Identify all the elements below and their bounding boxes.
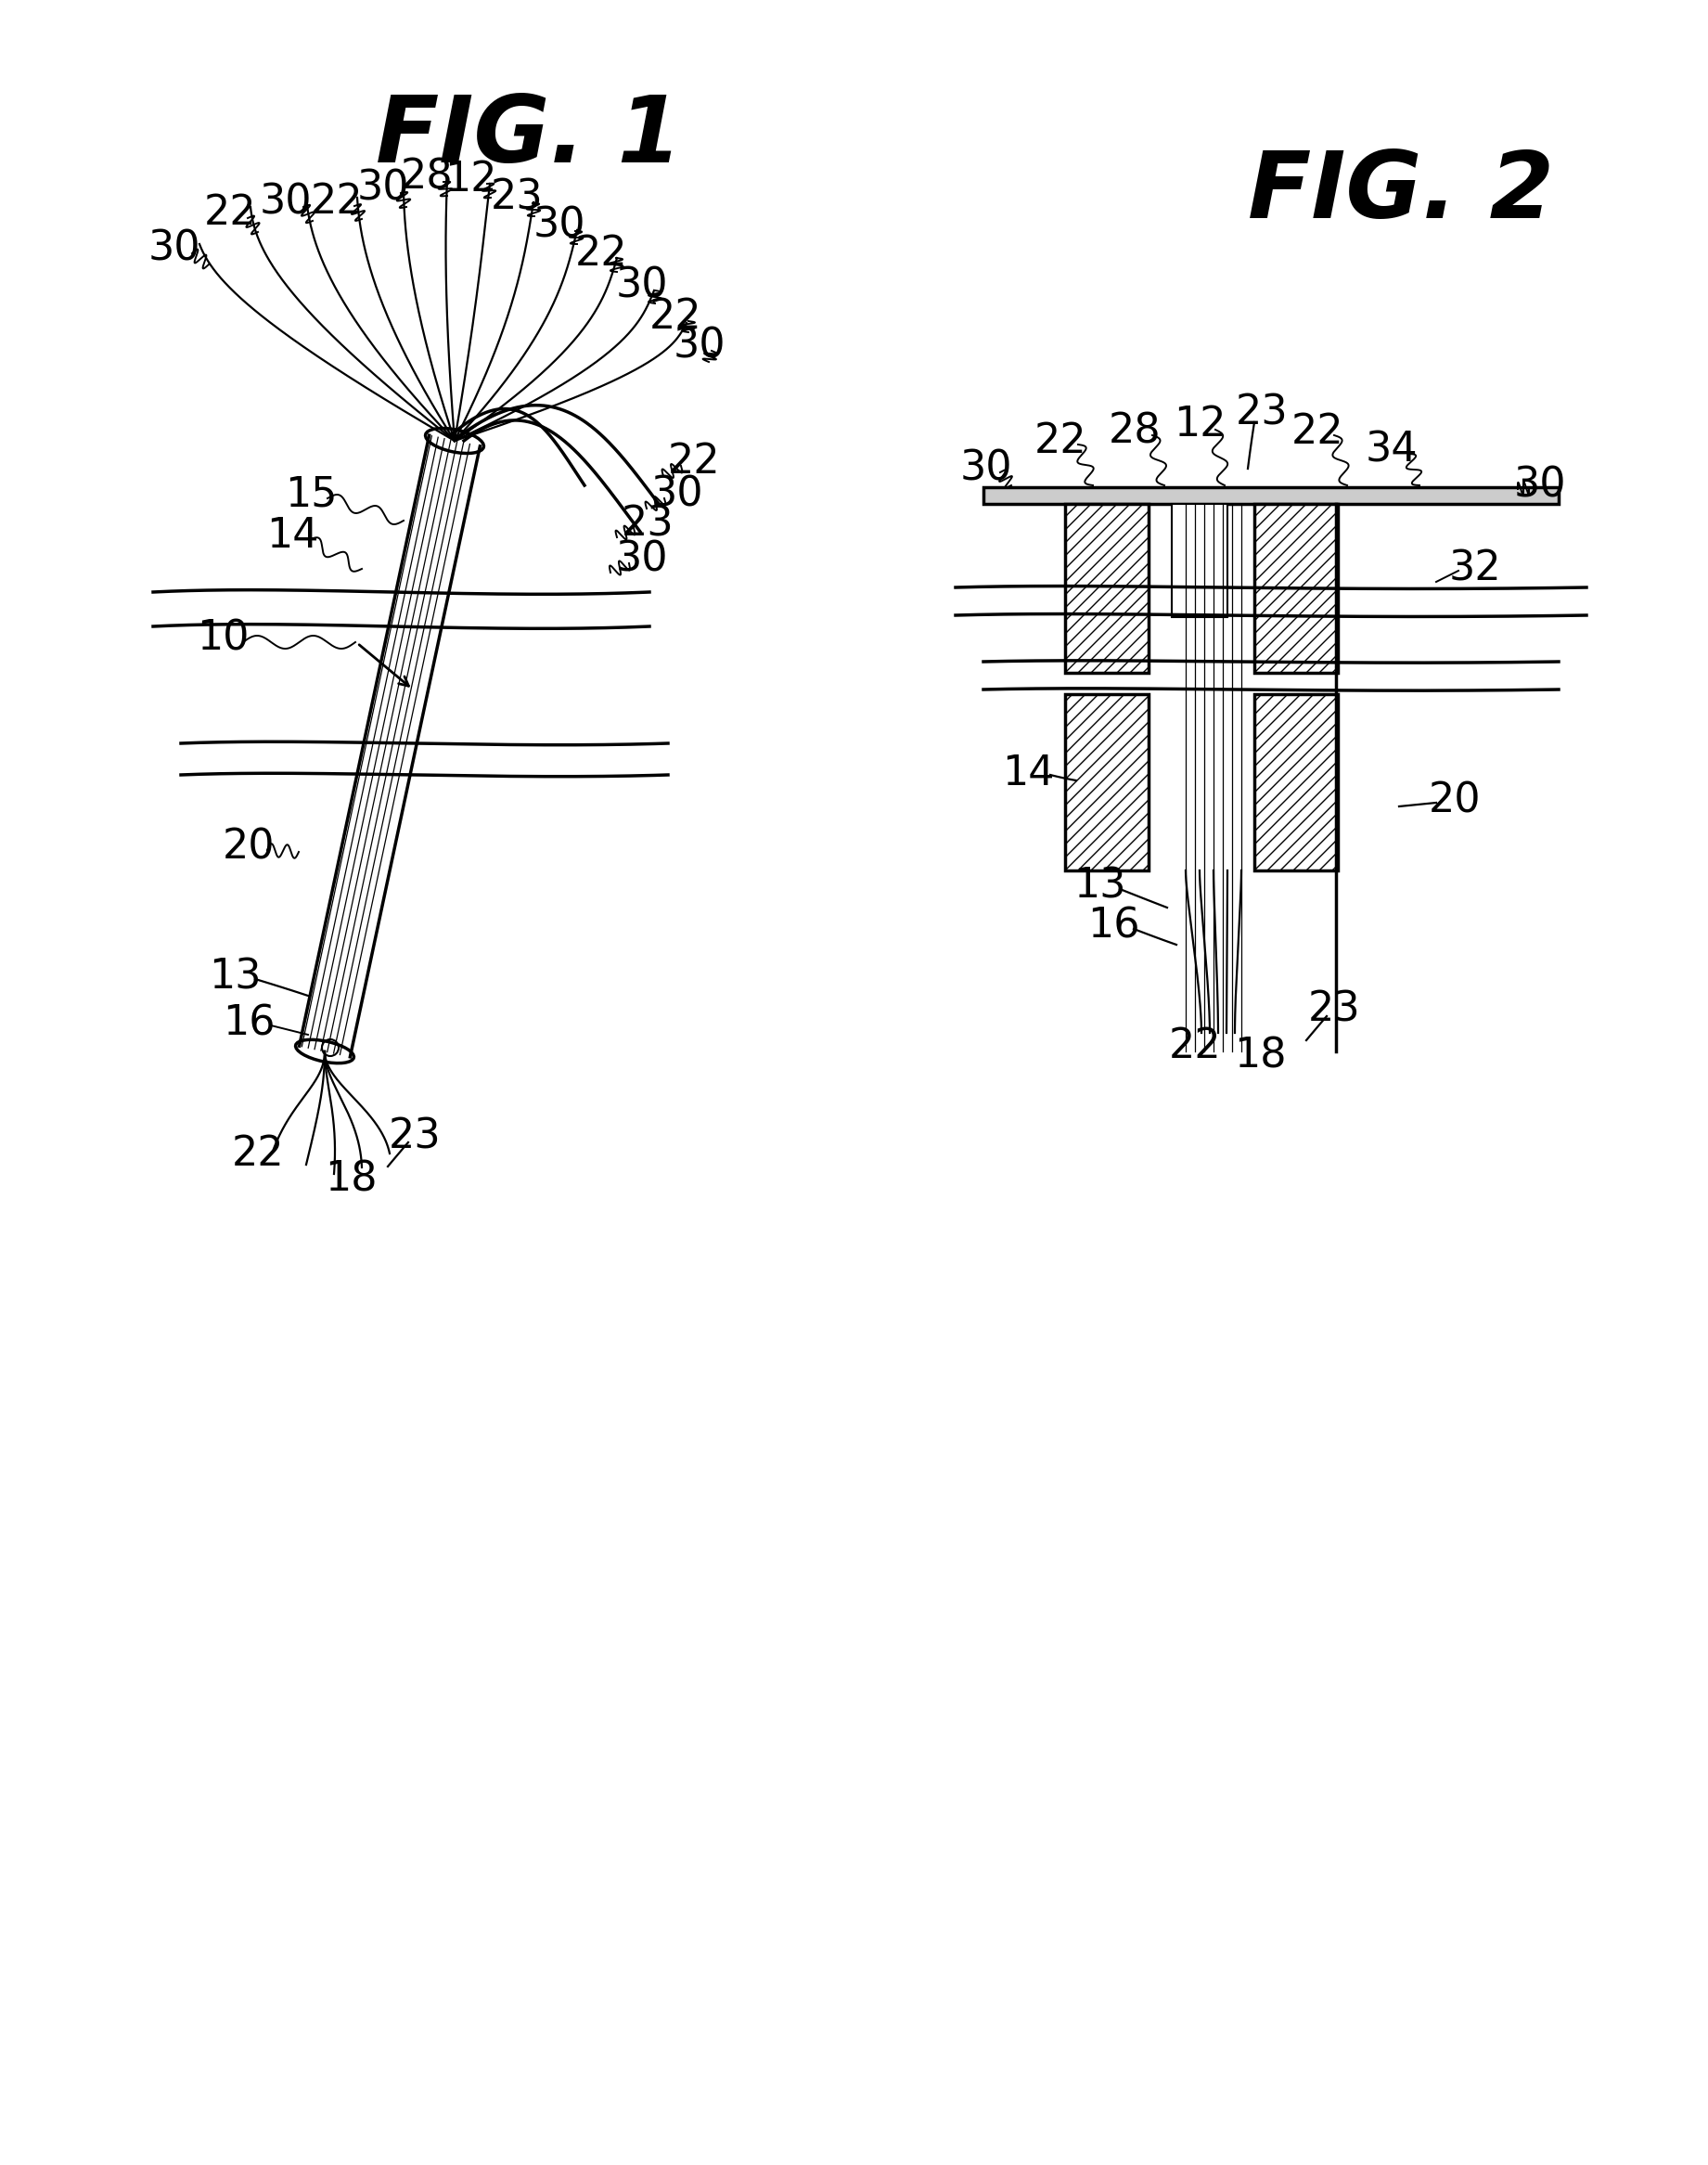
Text: 34: 34 [1365,431,1418,470]
Text: 30: 30 [533,206,586,245]
Text: 10: 10 [196,619,249,658]
Text: 20: 20 [222,827,275,868]
Text: 30: 30 [617,266,668,305]
Text: 12: 12 [444,160,497,199]
Text: 30: 30 [673,327,726,366]
Text: 30: 30 [617,539,668,580]
Text: 20: 20 [1428,782,1481,821]
Bar [1254,695,1337,870]
Text: 23: 23 [490,178,543,219]
Text: 22: 22 [576,234,627,273]
Bar [1066,504,1148,673]
Text: 16: 16 [1086,907,1139,946]
Text: 13: 13 [1073,866,1126,907]
Bar [984,487,1559,504]
Text: 23: 23 [622,504,675,543]
Text: 22: 22 [668,442,721,483]
Text: 22: 22 [1168,1026,1221,1067]
Text: 30: 30 [149,229,200,268]
Text: 12: 12 [1173,405,1226,446]
Text: 28: 28 [1108,411,1161,452]
Text: 22: 22 [203,193,256,234]
Text: 28: 28 [400,158,453,197]
Text: 23: 23 [1308,989,1361,1031]
Text: FIG. 1: FIG. 1 [376,93,681,182]
Bar [1066,695,1148,870]
Text: 18: 18 [1233,1037,1286,1076]
Text: FIG. 2: FIG. 2 [1249,147,1554,238]
Text: 13: 13 [208,957,261,998]
Text: 30: 30 [260,182,313,223]
Text: 22: 22 [311,182,364,221]
Text: 14: 14 [1003,753,1054,792]
Bar [1254,504,1337,673]
Text: 32: 32 [1448,550,1501,589]
Text: 18: 18 [325,1160,377,1199]
Text: 14: 14 [266,517,318,556]
Text: 22: 22 [649,297,702,336]
Bar [1172,504,1228,617]
Text: 22: 22 [1291,411,1344,452]
Text: 30: 30 [357,169,410,208]
Text: 15: 15 [285,474,336,515]
Text: 23: 23 [388,1117,441,1156]
Text: 30: 30 [960,448,1013,489]
Text: 22: 22 [232,1134,284,1173]
Text: 16: 16 [222,1005,275,1044]
Text: 30: 30 [651,474,704,515]
Text: 23: 23 [1235,394,1288,433]
Text: 22: 22 [1033,420,1086,461]
Text: 30: 30 [1513,465,1566,504]
